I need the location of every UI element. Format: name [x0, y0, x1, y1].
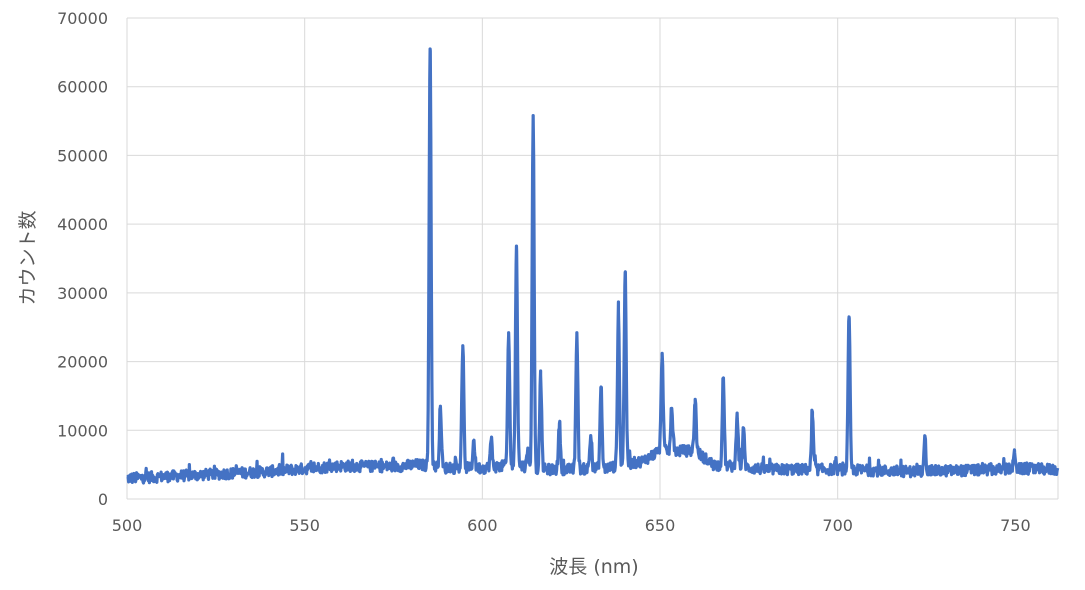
tick-label-layer: 0 10000 20000 30000 40000 50000 60000 70000 500 5… [57, 9, 1031, 535]
x-tick-label: 650 [645, 516, 676, 535]
x-tick-label: 750 [1000, 516, 1031, 535]
y-axis-label: カウント数 [17, 210, 39, 305]
x-tick-label: 500 [112, 516, 143, 535]
y-tick-label: 30000 [57, 284, 108, 303]
series-layer [125, 47, 1060, 485]
grid-layer [126, 17, 1059, 500]
spectrum-line [125, 47, 1060, 485]
y-tick-label: 10000 [57, 421, 108, 440]
y-tick-label: 50000 [57, 146, 108, 165]
y-tick-label: 20000 [57, 353, 108, 372]
x-tick-label: 550 [289, 516, 320, 535]
y-tick-label: 40000 [57, 215, 108, 234]
x-axis-label: 波長 (nm) [549, 556, 638, 578]
y-tick-label: 0 [98, 490, 108, 509]
x-tick-label: 700 [822, 516, 853, 535]
x-tick-label: 600 [467, 516, 498, 535]
y-tick-label: 60000 [57, 78, 108, 97]
y-tick-label: 70000 [57, 9, 108, 28]
